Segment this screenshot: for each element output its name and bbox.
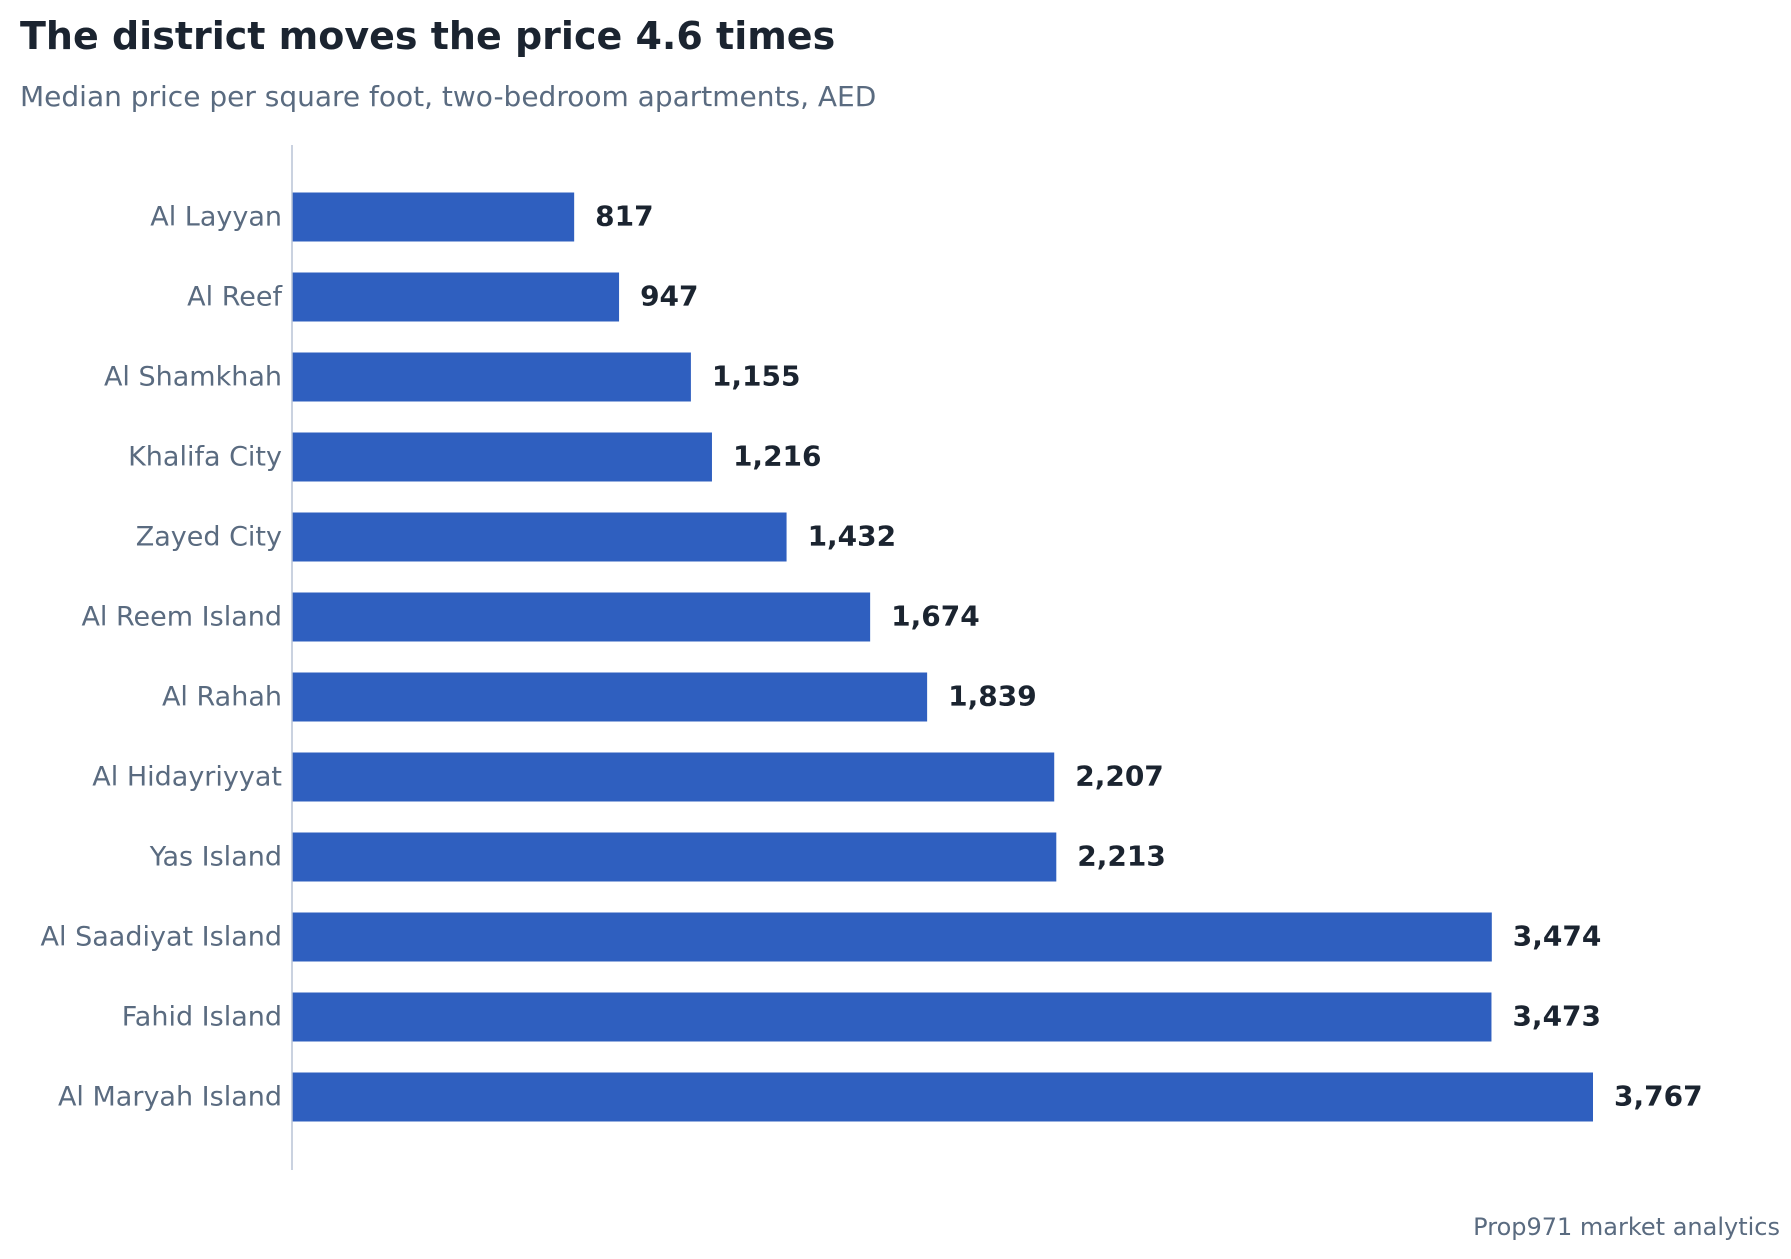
bar — [292, 272, 620, 322]
bar-group: Al Hidayriyyat 2,207 — [92, 752, 1164, 802]
bar — [292, 512, 787, 562]
bar — [292, 432, 712, 482]
bar-group: Al Layyan 817 — [150, 192, 654, 242]
category-label: Yas Island — [149, 842, 282, 873]
bar — [292, 912, 1492, 962]
value-label: 1,216 — [733, 440, 822, 473]
value-label: 3,767 — [1614, 1080, 1703, 1113]
bar — [292, 992, 1492, 1042]
bars-layer: Al Layyan 817 Al Reef 947 Al Shamkhah 1,155 Kh… — [41, 192, 1703, 1122]
bar-group: Al Maryah Island 3,767 — [58, 1072, 1703, 1122]
value-label: 1,674 — [891, 600, 980, 633]
bar-group: Al Reem Island 1,674 — [81, 592, 980, 642]
category-label: Al Rahah — [162, 682, 282, 713]
bar — [292, 672, 928, 722]
bar-group: Fahid Island 3,473 — [122, 992, 1601, 1042]
bar-group: Khalifa City 1,216 — [128, 432, 822, 482]
value-label: 1,432 — [808, 520, 897, 553]
bar-group: Al Rahah 1,839 — [162, 672, 1037, 722]
bar-group: Zayed City 1,432 — [136, 512, 897, 562]
category-label: Khalifa City — [128, 442, 282, 473]
category-label: Al Shamkhah — [104, 362, 282, 393]
bar — [292, 192, 575, 242]
value-label: 947 — [640, 280, 698, 313]
bar — [292, 752, 1055, 802]
bar-group: Yas Island 2,213 — [149, 832, 1166, 882]
bar-group: Al Reef 947 — [187, 272, 699, 322]
value-label: 1,155 — [712, 360, 801, 393]
category-label: Zayed City — [136, 522, 282, 553]
category-label: Al Layyan — [150, 202, 282, 233]
category-label: Al Maryah Island — [58, 1082, 282, 1113]
bar — [292, 832, 1057, 882]
value-label: 2,207 — [1075, 760, 1164, 793]
value-label: 1,839 — [948, 680, 1037, 713]
value-label: 817 — [595, 200, 653, 233]
category-label: Al Reem Island — [81, 602, 282, 633]
category-label: Al Reef — [187, 282, 283, 313]
bar — [292, 592, 871, 642]
value-label: 3,473 — [1512, 1000, 1601, 1033]
value-label: 2,213 — [1077, 840, 1166, 873]
source-note: Prop971 market analytics — [1473, 1213, 1780, 1241]
bar — [292, 352, 691, 402]
category-label: Al Hidayriyyat — [92, 762, 282, 793]
bar-group: Al Saadiyat Island 3,474 — [41, 912, 1602, 962]
category-label: Fahid Island — [122, 1002, 282, 1033]
bar-group: Al Shamkhah 1,155 — [104, 352, 801, 402]
category-label: Al Saadiyat Island — [41, 922, 282, 953]
chart-subtitle: Median price per square foot, two-bedroo… — [20, 80, 877, 113]
value-label: 3,474 — [1513, 920, 1602, 953]
chart-title: The district moves the price 4.6 times — [20, 14, 836, 58]
bar — [292, 1072, 1593, 1122]
